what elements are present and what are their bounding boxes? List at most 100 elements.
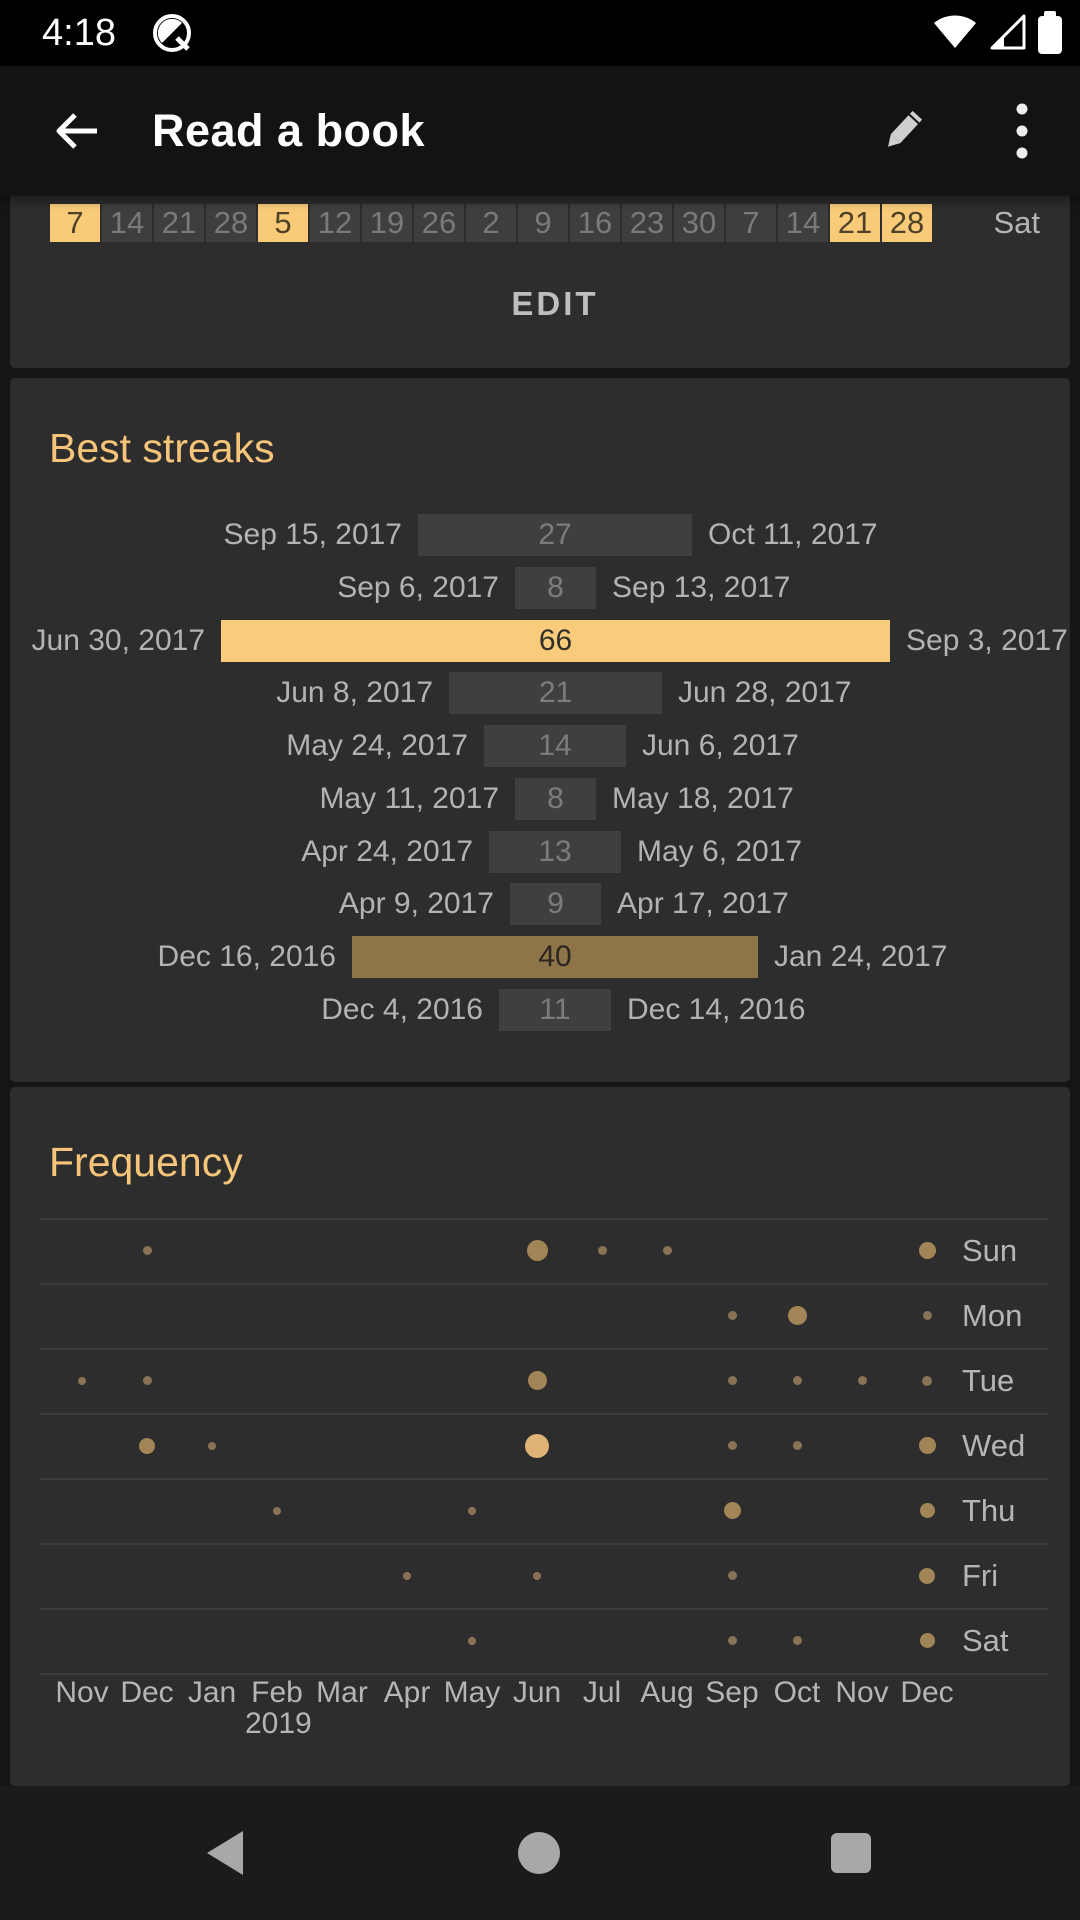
frequency-row-separator xyxy=(40,1543,1048,1545)
frequency-weekday-label: Thu xyxy=(962,1492,1016,1528)
streak-bar: 8 xyxy=(515,567,596,609)
streak-start-date: May 24, 2017 xyxy=(286,729,468,762)
frequency-month-label: Jun xyxy=(512,1676,562,1709)
frequency-dot xyxy=(208,1441,216,1450)
frequency-dot xyxy=(727,1571,737,1580)
streak-row: Apr 24, 2017 13 May 6, 2017 xyxy=(10,826,1070,878)
frequency-year-label: 2019 xyxy=(245,1707,312,1740)
frequency-row-separator xyxy=(40,1413,1048,1415)
frequency-dot xyxy=(142,1376,152,1385)
frequency-dot xyxy=(919,1567,935,1584)
streak-row: Apr 9, 2017 9 Apr 17, 2017 xyxy=(10,878,1070,930)
calendar-day-cell[interactable]: 5 xyxy=(258,204,308,242)
frequency-month-label: Nov xyxy=(55,1676,109,1709)
nav-back-button[interactable] xyxy=(185,1786,265,1920)
frequency-row-separator xyxy=(40,1348,1048,1350)
frequency-dot xyxy=(792,1636,802,1645)
frequency-month-label: Sep xyxy=(705,1676,759,1709)
calendar-day-cell[interactable]: 21 xyxy=(830,204,880,242)
streak-bar: 66 xyxy=(221,620,890,662)
streak-start-date: Sep 15, 2017 xyxy=(223,518,403,551)
frequency-row-separator xyxy=(40,1218,1048,1220)
frequency-month-label: Mar xyxy=(316,1676,368,1709)
frequency-weekday-label: Fri xyxy=(962,1557,999,1593)
status-clock: 4:18 xyxy=(42,11,116,54)
streak-row: Dec 16, 2016 40 Jan 24, 2017 xyxy=(10,931,1070,983)
streak-bar: 13 xyxy=(489,831,621,873)
calendar-day-cell[interactable]: 14 xyxy=(102,204,152,242)
frequency-month-label: Feb xyxy=(251,1676,303,1709)
frequency-weekday-label: Tue xyxy=(962,1362,1015,1398)
frequency-dot xyxy=(857,1376,867,1385)
streak-row: May 24, 2017 14 Jun 6, 2017 xyxy=(10,720,1070,772)
streak-bar: 27 xyxy=(418,514,692,556)
nav-recents-icon xyxy=(831,1833,871,1873)
history-card: 7 14 21 28 5 12 19 26 2 9 16 23 30 7 14 21 28 Sat EDIT xyxy=(10,196,1070,368)
calendar-day-cell[interactable]: 19 xyxy=(362,204,412,242)
streak-row: Sep 6, 2017 8 Sep 13, 2017 xyxy=(10,562,1070,614)
calendar-day-cell[interactable]: 12 xyxy=(310,204,360,242)
frequency-dot xyxy=(526,1240,548,1261)
frequency-weekday-label: Sun xyxy=(962,1232,1018,1268)
streak-row: Dec 4, 2016 11 Dec 14, 2016 xyxy=(10,984,1070,1036)
nav-recents-button[interactable] xyxy=(811,1786,891,1920)
calendar-day-cell[interactable]: 7 xyxy=(50,204,100,242)
streak-start-date: Jun 8, 2017 xyxy=(276,676,433,709)
frequency-month-label: Jul xyxy=(582,1676,622,1709)
edit-pencil-button[interactable] xyxy=(872,101,932,161)
streak-row: May 11, 2017 8 May 18, 2017 xyxy=(10,773,1070,825)
frequency-dot xyxy=(527,1371,547,1390)
history-edit-button[interactable]: EDIT xyxy=(445,284,665,324)
frequency-month-label: Apr xyxy=(383,1676,431,1709)
calendar-day-cell[interactable]: 16 xyxy=(570,204,620,242)
frequency-dot xyxy=(727,1441,737,1450)
frequency-weekday-label: Mon xyxy=(962,1297,1023,1333)
frequency-dot xyxy=(662,1246,672,1255)
nav-back-icon xyxy=(207,1831,243,1875)
navigation-bar xyxy=(0,1786,1080,1920)
frequency-row-separator xyxy=(40,1608,1048,1610)
streak-end-date: Oct 11, 2017 xyxy=(708,518,878,551)
overflow-menu-button[interactable] xyxy=(994,101,1050,161)
frequency-month-label: Dec xyxy=(120,1676,174,1709)
back-button[interactable] xyxy=(48,103,104,159)
frequency-dot xyxy=(142,1246,152,1255)
frequency-dot xyxy=(139,1437,155,1454)
frequency-weekday-label: Sat xyxy=(962,1622,1009,1658)
calendar-day-cell[interactable]: 14 xyxy=(778,204,828,242)
streak-end-date: May 6, 2017 xyxy=(637,835,803,868)
frequency-dot xyxy=(727,1636,737,1645)
streak-end-date: Sep 3, 2017 xyxy=(906,624,1068,657)
streak-end-date: Jan 24, 2017 xyxy=(774,940,948,973)
nav-home-button[interactable] xyxy=(499,1786,579,1920)
frequency-dot xyxy=(78,1376,86,1385)
calendar-day-cell[interactable]: 30 xyxy=(674,204,724,242)
calendar-day-cell[interactable]: 21 xyxy=(154,204,204,242)
frequency-dot xyxy=(922,1375,932,1386)
calendar-day-cell[interactable]: 26 xyxy=(414,204,464,242)
frequency-dot xyxy=(597,1246,607,1255)
calendar-day-cell[interactable]: 9 xyxy=(518,204,568,242)
frequency-card: Frequency Sun Mon Tue Wed Thu Fri Sat Nov Dec Jan… xyxy=(10,1087,1070,1786)
streak-bar: 8 xyxy=(515,778,596,820)
calendar-day-cell[interactable]: 23 xyxy=(622,204,672,242)
calendar-weekday-label: Sat xyxy=(993,205,1040,240)
cell-signal-icon xyxy=(987,10,1029,57)
streak-bar: 14 xyxy=(484,725,626,767)
frequency-row-separator xyxy=(40,1673,1048,1675)
frequency-dot xyxy=(525,1433,549,1458)
streak-end-date: Apr 17, 2017 xyxy=(617,887,789,920)
calendar-day-cell[interactable]: 28 xyxy=(882,204,932,242)
calendar-day-cell[interactable]: 2 xyxy=(466,204,516,242)
streak-bar: 9 xyxy=(510,883,601,925)
best-streaks-card: Best streaks Sep 15, 2017 27 Oct 11, 2017 S… xyxy=(10,378,1070,1082)
calendar-day-cell[interactable]: 28 xyxy=(206,204,256,242)
streak-bar: 40 xyxy=(352,936,758,978)
wifi-icon xyxy=(932,10,978,57)
frequency-dot xyxy=(468,1506,476,1515)
frequency-dot xyxy=(468,1636,476,1645)
app-bar: Read a book xyxy=(0,66,1080,196)
frequency-dot xyxy=(919,1633,935,1648)
calendar-day-cell[interactable]: 7 xyxy=(726,204,776,242)
frequency-month-label: Jan xyxy=(187,1676,237,1709)
